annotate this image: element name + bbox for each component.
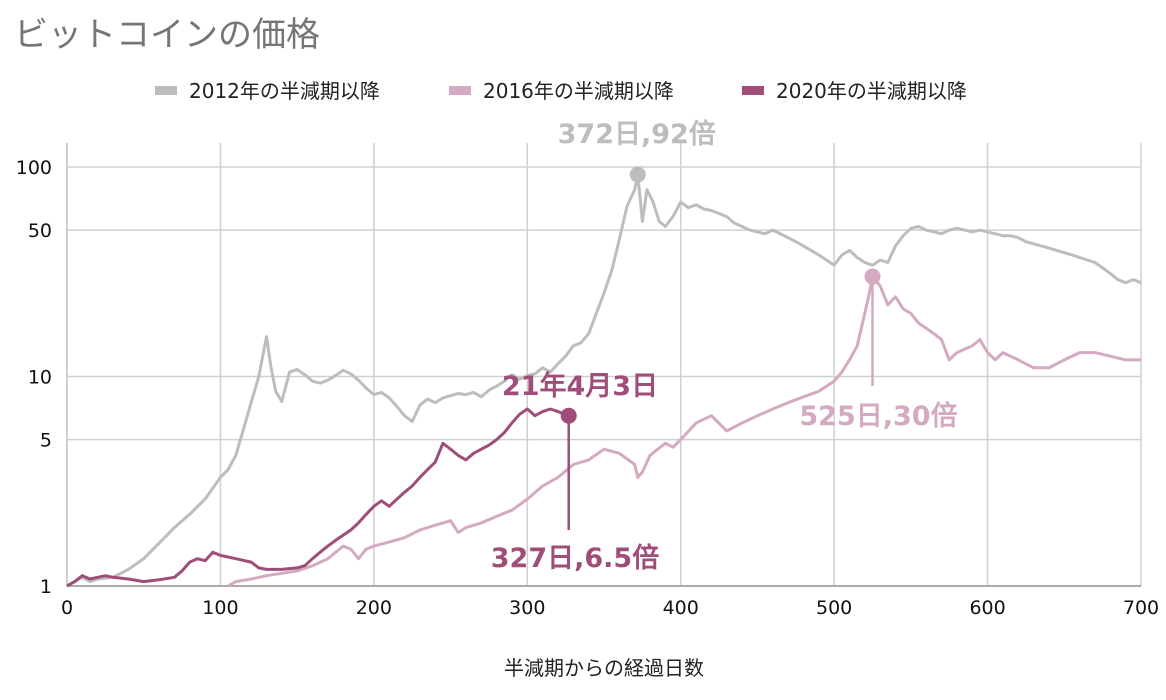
legend-swatch-3 <box>742 86 764 95</box>
legend-label-1: 2012年の半減期以降 <box>189 79 380 103</box>
y-tick-label-5: 5 <box>40 430 52 452</box>
annotation-point-2 <box>864 268 881 285</box>
x-tick-label-700: 700 <box>1123 597 1159 619</box>
y-tick-label-1: 1 <box>40 576 52 598</box>
annotation-date-3: 21年4月3日 <box>502 370 658 402</box>
legend: 2012年の半減期以降 2016年の半減期以降 2020年の半減期以降 <box>155 79 967 103</box>
annotation-point-1 <box>629 166 646 183</box>
legend-swatch-1 <box>155 86 177 95</box>
x-tick-label-300: 300 <box>509 597 545 619</box>
annotations: 372日,92倍 525日,30倍 21年4月3日 327日,6.5倍 <box>491 118 958 574</box>
y-tick-label-100: 100 <box>16 157 52 179</box>
annotation-point-3 <box>560 407 577 424</box>
series-line-3 <box>66 407 570 588</box>
legend-label-2: 2016年の半減期以降 <box>483 79 674 103</box>
x-tick-label-0: 0 <box>61 597 73 619</box>
legend-label-3: 2020年の半減期以降 <box>776 79 967 103</box>
y-tick-label-50: 50 <box>28 220 52 242</box>
gridlines <box>66 143 1142 587</box>
annotation-label-2: 525日,30倍 <box>799 400 957 432</box>
x-tick-label-100: 100 <box>202 597 238 619</box>
chart-title: ビットコインの価格 <box>14 15 320 55</box>
x-tick-label-500: 500 <box>816 597 852 619</box>
annotation-label-3: 327日,6.5倍 <box>491 542 659 574</box>
annotation-label-1: 372日,92倍 <box>558 118 716 150</box>
series-line-2 <box>227 275 1141 588</box>
x-tick-label-600: 600 <box>969 597 1005 619</box>
x-axis-title: 半減期からの経過日数 <box>504 656 704 680</box>
x-tick-label-200: 200 <box>356 597 392 619</box>
legend-swatch-2 <box>449 86 471 95</box>
y-tick-label-10: 10 <box>28 367 52 389</box>
x-tick-label-400: 400 <box>663 597 699 619</box>
axis-ticks: 0 100 200 300 400 500 600 700 1 5 10 50 100 <box>16 157 1159 619</box>
